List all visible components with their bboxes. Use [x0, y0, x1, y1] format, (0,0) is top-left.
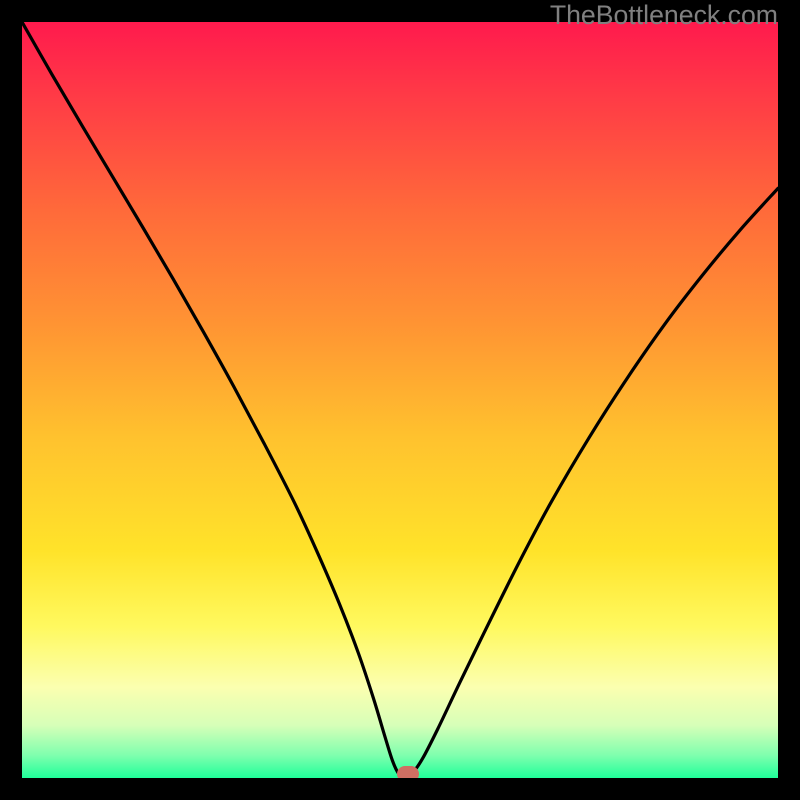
optimal-point-marker: [397, 766, 419, 778]
plot-area: [22, 22, 778, 778]
watermark-label: TheBottleneck.com: [550, 0, 778, 31]
bottleneck-curve: [22, 22, 778, 778]
